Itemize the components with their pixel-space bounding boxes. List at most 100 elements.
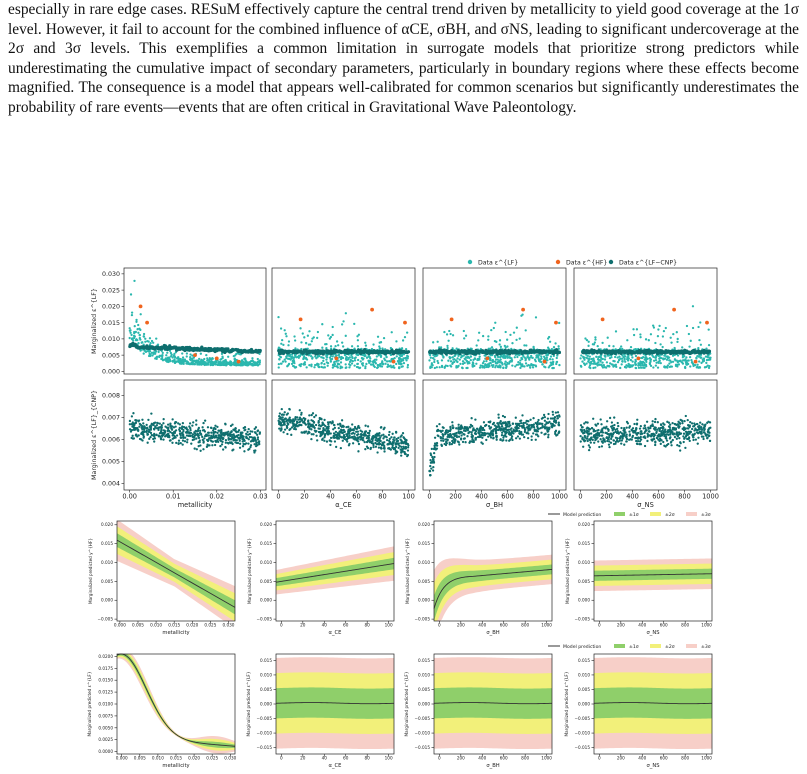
data-point-cnp [310, 428, 313, 431]
data-point-cnp [406, 442, 410, 446]
data-point-cnp [512, 428, 515, 431]
data-point-lf [382, 336, 386, 340]
data-point-cnp [312, 425, 315, 429]
data-point-lf [681, 362, 685, 365]
data-point-lf [502, 366, 505, 369]
data-point-cnp [290, 433, 293, 436]
data-point-cnp [164, 425, 167, 428]
data-point-cnp [364, 430, 368, 433]
data-point-cnp [157, 427, 160, 430]
data-point-cnp [192, 421, 195, 424]
data-point-cnp [238, 442, 242, 445]
data-point-lf [498, 356, 502, 359]
data-point-cnp [131, 421, 134, 424]
data-point-cnp [395, 437, 398, 441]
data-point-lf [498, 343, 501, 346]
data-point-cnp [433, 442, 437, 445]
data-point-lf [280, 362, 283, 365]
data-point-lf [244, 359, 247, 362]
data-point-cnp [479, 425, 483, 428]
data-point-cnp [217, 440, 220, 443]
data-point-cnp [311, 412, 315, 415]
data-point-cnp [492, 437, 495, 440]
data-point-cnp [325, 349, 329, 353]
data-point-lf [509, 333, 512, 337]
data-point-lf [518, 337, 521, 340]
data-point-cnp [385, 438, 389, 442]
data-point-cnp [243, 429, 246, 432]
data-point-lf [379, 355, 383, 359]
data-point-cnp [547, 421, 550, 425]
data-point-cnp [455, 431, 458, 435]
data-point-lf [541, 363, 544, 366]
data-point-cnp [130, 436, 133, 440]
data-point-lf [496, 365, 500, 369]
data-point-lf [668, 365, 671, 369]
data-point-lf [688, 356, 692, 359]
data-point-cnp [304, 417, 307, 421]
data-point-cnp [374, 438, 377, 442]
data-point-lf [134, 330, 138, 334]
data-point-cnp [478, 350, 482, 354]
data-point-lf [364, 365, 367, 368]
x-tick-label: 60 [352, 492, 360, 500]
data-point-cnp [366, 440, 369, 444]
data-point-lf [623, 365, 627, 369]
data-point-cnp [140, 438, 143, 441]
data-point-lf [504, 346, 507, 349]
data-point-lf [662, 357, 666, 361]
data-point-cnp [181, 425, 184, 428]
data-point-cnp [278, 412, 282, 415]
data-point-lf [353, 359, 357, 362]
data-point-lf [171, 360, 174, 363]
data-point-lf [515, 338, 518, 341]
data-point-cnp [232, 448, 235, 451]
data-point-cnp [281, 416, 284, 419]
x-tick-label: 1000 [551, 492, 568, 500]
data-point-lf [287, 364, 290, 367]
data-point-cnp [466, 435, 469, 438]
data-point-cnp [298, 409, 301, 412]
data-point-lf [481, 334, 485, 338]
data-point-lf [580, 365, 583, 368]
data-point-cnp [171, 434, 174, 437]
data-point-cnp [470, 431, 473, 434]
data-point-cnp [444, 350, 448, 355]
data-point-cnp [485, 438, 488, 442]
data-point-cnp [362, 433, 365, 436]
data-point-cnp [334, 430, 338, 434]
data-point-lf [472, 358, 475, 362]
data-point-cnp [457, 423, 460, 426]
data-point-cnp [362, 350, 366, 355]
data-point-cnp [207, 431, 210, 434]
data-point-cnp [482, 421, 486, 424]
data-point-cnp [194, 347, 199, 351]
data-point-cnp [429, 461, 433, 464]
data-point-lf [707, 343, 711, 347]
data-point-cnp [186, 441, 189, 444]
data-point-cnp [406, 453, 410, 457]
data-point-lf [397, 359, 401, 362]
scatter-top-1 [277, 307, 411, 370]
data-point-cnp [539, 351, 543, 355]
data-point-cnp [228, 437, 232, 441]
data-point-lf [331, 333, 334, 337]
data-point-cnp [231, 423, 234, 426]
data-point-cnp [329, 443, 332, 447]
x-tick-label: 0 [276, 492, 280, 500]
data-point-cnp [130, 423, 133, 426]
data-point-cnp [557, 431, 561, 434]
data-point-cnp [497, 413, 500, 416]
data-point-cnp [365, 445, 369, 448]
data-point-cnp [483, 433, 487, 437]
data-point-cnp [287, 423, 290, 426]
data-point-cnp [488, 433, 491, 436]
data-point-cnp [183, 440, 187, 443]
data-point-cnp [470, 433, 473, 436]
data-point-cnp [675, 349, 680, 353]
x-tick-label: 40 [326, 492, 334, 500]
data-point-hf [403, 320, 407, 325]
data-point-lf [505, 355, 509, 358]
data-point-lf [499, 358, 502, 361]
data-point-lf [340, 355, 343, 359]
